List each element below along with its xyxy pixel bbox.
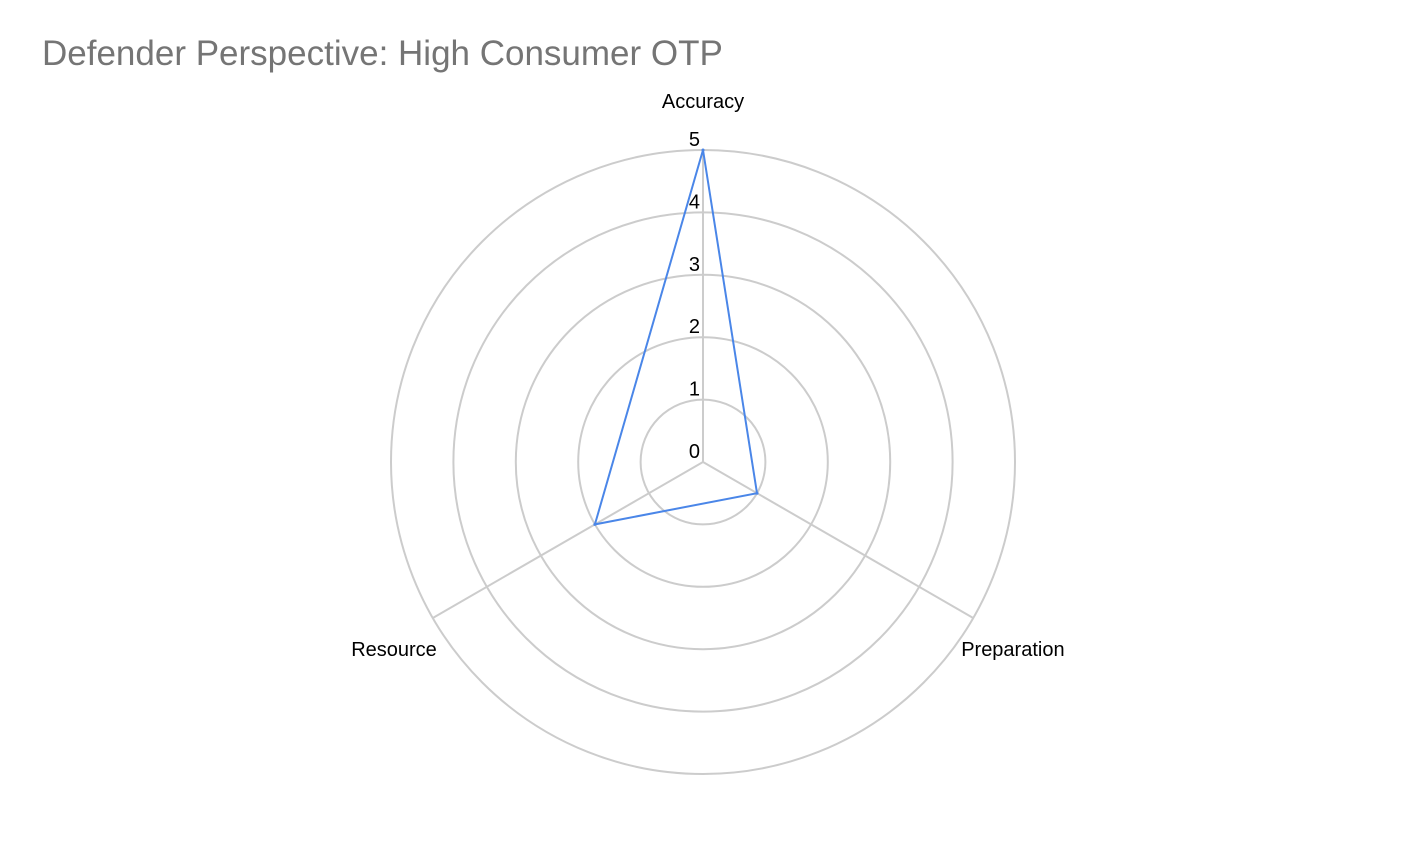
axis-spoke-preparation bbox=[702, 461, 974, 619]
r-tick-label-2: 2 bbox=[689, 316, 700, 338]
radar-series-layer bbox=[593, 148, 759, 526]
axis-label-accuracy: Accuracy bbox=[662, 91, 744, 113]
r-tick-label-0: 0 bbox=[689, 441, 700, 463]
radar-grid bbox=[390, 149, 1016, 775]
chart-title: Defender Perspective: High Consumer OTP bbox=[42, 34, 723, 73]
data-point-accuracy bbox=[701, 148, 705, 152]
axis-label-preparation: Preparation bbox=[961, 639, 1064, 661]
radar-labels: 0 1 2 3 4 5 Accuracy Preparation Resource bbox=[351, 91, 1064, 661]
r-tick-label-5: 5 bbox=[689, 129, 700, 151]
axis-spoke-resource bbox=[432, 461, 704, 619]
data-point-preparation bbox=[755, 491, 759, 495]
axis-label-resource: Resource bbox=[351, 639, 437, 661]
r-tick-label-3: 3 bbox=[689, 254, 700, 276]
data-point-resource bbox=[593, 522, 597, 526]
r-tick-label-4: 4 bbox=[689, 191, 700, 213]
r-tick-label-1: 1 bbox=[689, 379, 700, 401]
series-line-0 bbox=[593, 149, 759, 526]
